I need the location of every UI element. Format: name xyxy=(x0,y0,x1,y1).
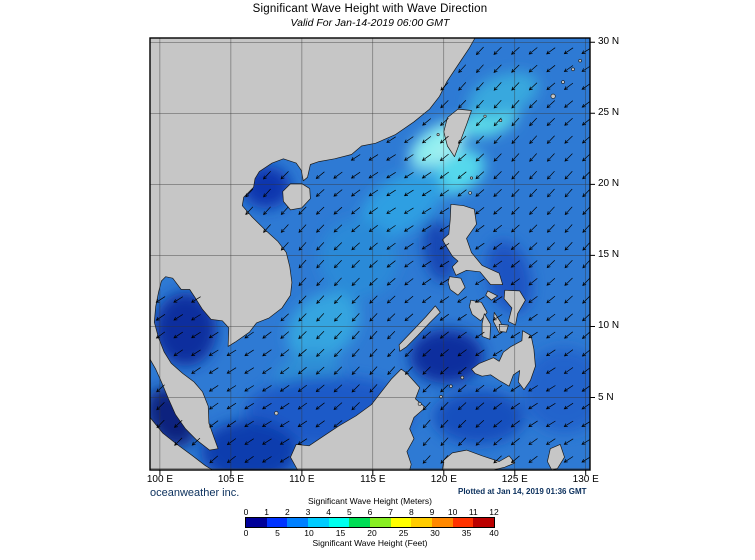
meters-tick: 3 xyxy=(305,507,311,517)
legend-meters-ticks: 0 1 2 3 4 5 6 7 8 9 10 11 12 xyxy=(239,507,501,517)
legend-color-cell xyxy=(266,518,288,527)
legend-color-cell xyxy=(308,518,329,527)
lat-label: 5 N xyxy=(598,391,614,403)
meters-tick: 8 xyxy=(408,507,414,517)
meters-tick: 1 xyxy=(264,507,270,517)
feet-tick: 0 xyxy=(243,528,249,538)
feet-tick: 5 xyxy=(275,528,280,538)
lat-label: 15 N xyxy=(598,249,620,261)
legend-color-cell xyxy=(432,518,453,527)
legend-color-cell xyxy=(349,518,371,527)
feet-tick: 10 xyxy=(304,528,314,538)
lat-label: 20 N xyxy=(598,178,620,190)
lon-label: 130 E xyxy=(572,474,599,485)
chart-title: Significant Wave Height with Wave Direct… xyxy=(252,3,488,15)
feet-tick: 15 xyxy=(335,528,346,538)
feet-tick: 30 xyxy=(430,528,440,538)
plotted-timestamp: Plotted at Jan 14, 2019 01:36 GMT xyxy=(458,487,587,496)
meters-tick: 10 xyxy=(447,507,458,517)
map-canvas xyxy=(144,32,596,476)
legend-color-cell xyxy=(328,518,350,527)
legend-meters-title: Significant Wave Height (Meters) xyxy=(308,496,432,506)
meters-tick: 6 xyxy=(367,507,373,517)
legend-color-cell xyxy=(452,518,474,527)
lon-label: 110 E xyxy=(289,474,315,485)
lat-label: 30 N xyxy=(598,36,620,48)
lat-label: 10 N xyxy=(598,320,620,332)
lon-label: 115 E xyxy=(360,474,386,485)
lat-label: 25 N xyxy=(598,107,620,119)
lon-label: 120 E xyxy=(430,474,457,485)
lon-label: 105 E xyxy=(217,474,244,485)
meters-tick: 9 xyxy=(429,507,435,517)
legend-color-cell xyxy=(390,518,412,527)
meters-tick: 12 xyxy=(489,507,499,517)
legend-color-cell xyxy=(246,518,267,527)
feet-tick: 25 xyxy=(398,528,409,538)
feet-tick: 40 xyxy=(489,528,499,538)
feet-tick: 35 xyxy=(461,528,472,538)
meters-tick: 11 xyxy=(468,507,478,517)
legend-color-cell xyxy=(370,518,391,527)
legend-colorbar xyxy=(245,517,495,528)
legend-color-cell xyxy=(473,518,495,527)
lon-label: 100 E xyxy=(146,474,173,485)
chart-subtitle: Valid For Jan-14-2019 06:00 GMT xyxy=(290,17,450,29)
meters-tick: 5 xyxy=(346,507,352,517)
meters-tick: 7 xyxy=(388,507,394,517)
feet-tick: 20 xyxy=(367,528,377,538)
meters-tick: 4 xyxy=(326,507,332,517)
legend-feet-ticks: 0 5 10 15 20 25 30 35 40 xyxy=(239,528,501,538)
legend-feet-title: Significant Wave Height (Feet) xyxy=(312,538,428,548)
legend-color-cell xyxy=(411,518,433,527)
legend-color-cell xyxy=(287,518,309,527)
meters-tick: 2 xyxy=(284,507,290,517)
meters-tick: 0 xyxy=(243,507,249,517)
lon-label: 125 E xyxy=(501,474,528,485)
credit-text: oceanweather inc. xyxy=(150,487,240,499)
